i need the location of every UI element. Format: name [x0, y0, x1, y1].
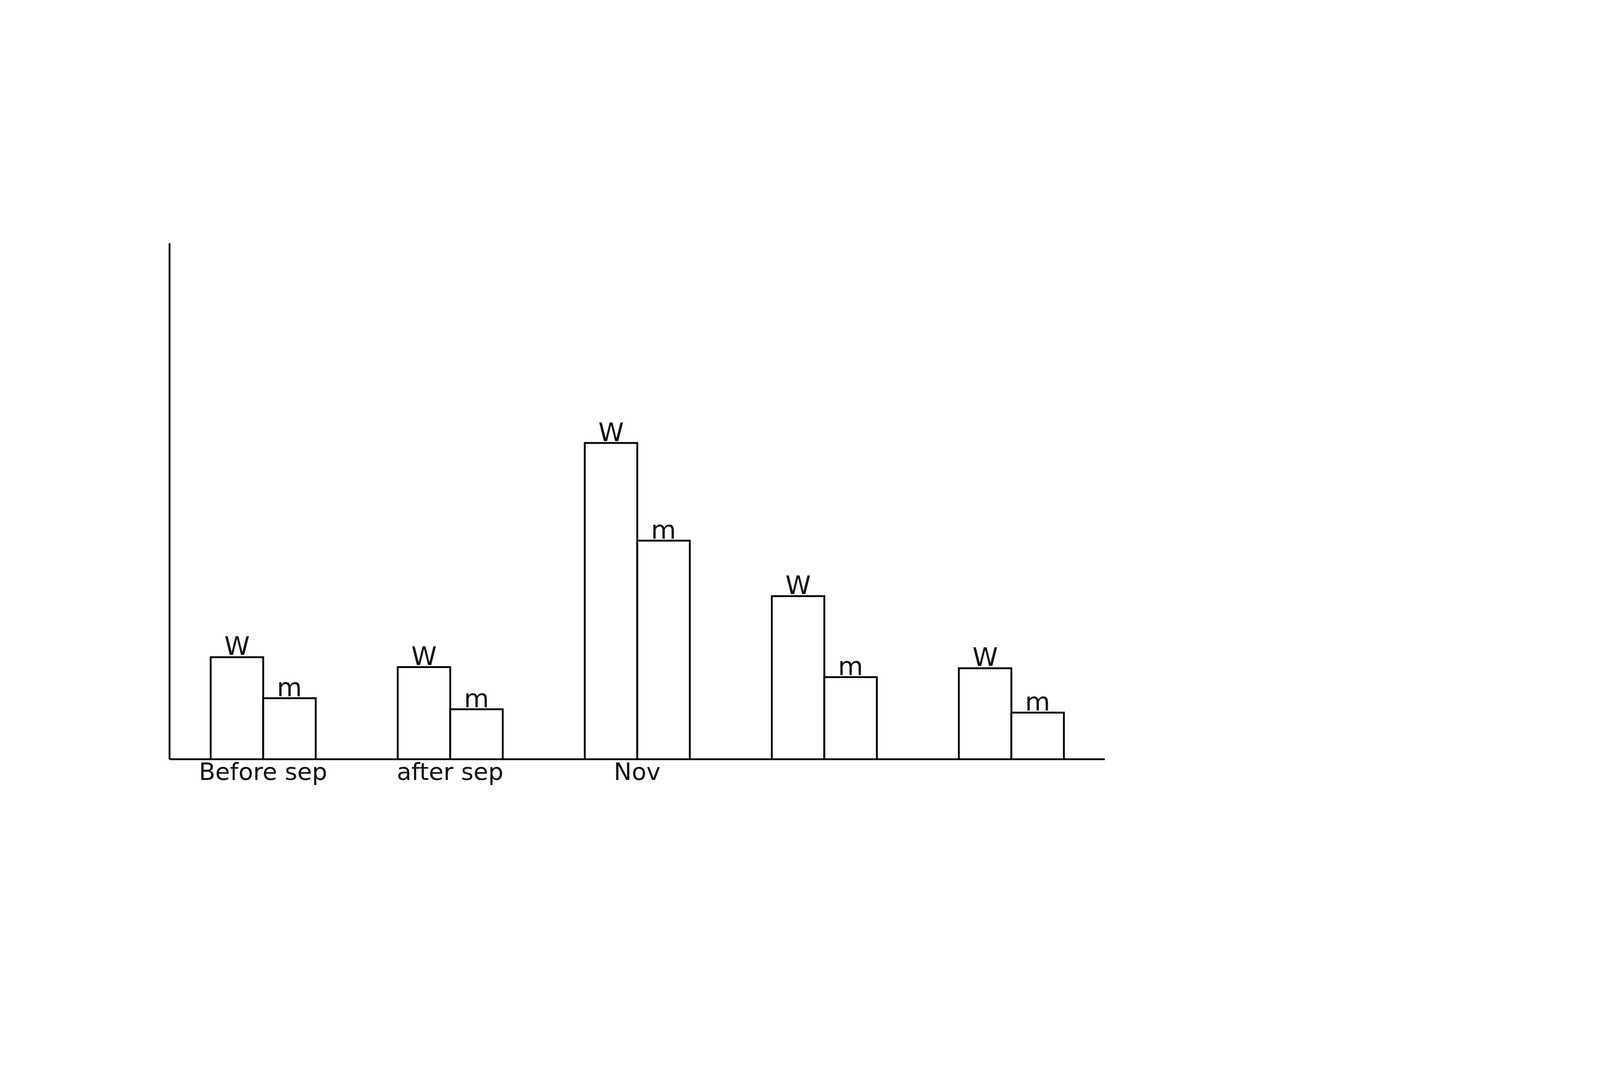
svg-text:m: m: [650, 514, 677, 545]
svg-text:m: m: [838, 650, 864, 681]
svg-text:m: m: [463, 683, 490, 714]
svg-text:after sep: after sep: [396, 757, 504, 786]
svg-text:Nov: Nov: [613, 757, 661, 786]
svg-text:W: W: [224, 630, 250, 661]
svg-text:W: W: [411, 640, 437, 671]
svg-text:m: m: [276, 672, 303, 703]
svg-text:W: W: [598, 416, 624, 447]
svg-text:W: W: [972, 641, 998, 672]
svg-text:Before sep: Before sep: [199, 757, 328, 786]
svg-text:m: m: [1025, 686, 1051, 717]
svg-text:W: W: [785, 569, 811, 600]
